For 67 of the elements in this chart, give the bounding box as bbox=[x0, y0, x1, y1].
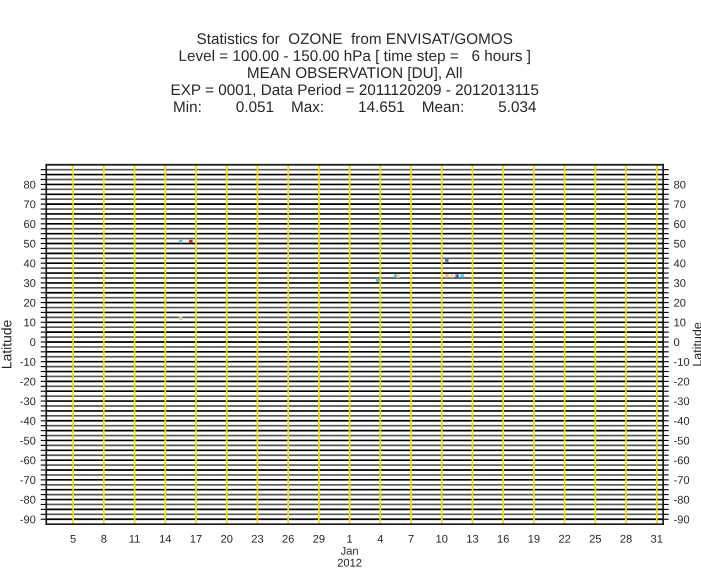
y-tick-label: 50 bbox=[24, 240, 36, 248]
y-tick-label: 30 bbox=[24, 279, 36, 288]
y2-tick-label: 20 bbox=[674, 298, 686, 307]
chart-title: Statistics for OZONE from ENVISAT/GOMOS Level = 100.00 - 150.00 hPa [ time step = 6 hours ] MEAN OBSERVATION [DU], All EXP = 0001, Data Period = 2011120209 - 2012013115 Min: 0.051 Max: 14.651 Mean: 5.034 bbox=[172, 32, 538, 112]
y2-tick-label: 0 bbox=[674, 338, 680, 346]
y2-tick-label: 10 bbox=[674, 318, 686, 326]
y2-tick-label: -70 bbox=[674, 476, 690, 484]
y-tick-label: -70 bbox=[20, 476, 36, 484]
y2-tick-label: 40 bbox=[674, 259, 686, 268]
point bbox=[376, 278, 380, 282]
y2-tick-label: 50 bbox=[674, 240, 686, 248]
x-tick-label: 8 bbox=[101, 534, 106, 543]
y-tick-label: 80 bbox=[24, 180, 36, 189]
y2-tick-label: -10 bbox=[674, 358, 690, 366]
point bbox=[178, 240, 182, 244]
point bbox=[178, 316, 182, 320]
x-tick-label: 4 bbox=[377, 534, 384, 543]
x-tick-label: 11 bbox=[130, 534, 140, 543]
y-tick-label: -80 bbox=[20, 496, 36, 504]
point bbox=[189, 240, 193, 244]
y-tick-label: -60 bbox=[20, 456, 36, 464]
x-tick-label: 22 bbox=[558, 534, 570, 543]
y2-tick-label: -90 bbox=[674, 516, 690, 524]
x-tick-label: 16 bbox=[498, 534, 509, 543]
y2-tick-label: -60 bbox=[674, 456, 690, 464]
x-tick-label: 23 bbox=[252, 534, 264, 543]
y-tick-label: 60 bbox=[24, 220, 36, 228]
point bbox=[460, 274, 464, 278]
y2-tick-label: -80 bbox=[674, 496, 690, 504]
y2-tick-label: -50 bbox=[674, 436, 690, 445]
y-tick-label: 20 bbox=[24, 298, 36, 307]
x-tick-label: 19 bbox=[528, 534, 540, 543]
y2-tick-label: -20 bbox=[674, 378, 690, 386]
y-axis-title: Latitude bbox=[1, 320, 12, 368]
x-tick-label: 20 bbox=[221, 534, 232, 543]
x-tick-label: 10 bbox=[436, 534, 448, 543]
y2-tick-label: 80 bbox=[674, 180, 686, 189]
y-tick-label: 0 bbox=[30, 338, 36, 346]
x-tick-label: 29 bbox=[313, 534, 325, 543]
y-tick-label: 70 bbox=[24, 200, 36, 208]
y-tick-label: -40 bbox=[20, 417, 36, 425]
y2-tick-label: 30 bbox=[674, 279, 686, 288]
y-tick-label: -10 bbox=[20, 358, 36, 366]
x-tick-label: 7 bbox=[408, 534, 414, 543]
y-tick-label: 10 bbox=[24, 318, 36, 326]
y-tick-label: -50 bbox=[20, 436, 36, 445]
y2-tick-label: -40 bbox=[674, 417, 690, 425]
y2-tick-label: 60 bbox=[674, 220, 686, 228]
point bbox=[445, 258, 449, 262]
point bbox=[455, 274, 459, 278]
x-tick-label: 17 bbox=[190, 534, 202, 543]
y2-tick-label: -30 bbox=[674, 397, 690, 406]
x-tick-label: 31 bbox=[650, 534, 662, 543]
x-tick-label: 14 bbox=[160, 534, 172, 543]
y-tick-label: 40 bbox=[24, 259, 36, 268]
y2-tick-label: 70 bbox=[674, 200, 686, 208]
point bbox=[396, 274, 400, 278]
x-tick-label: 28 bbox=[620, 534, 632, 543]
x-tick-label: 26 bbox=[282, 534, 294, 543]
x-tick-label: 13 bbox=[467, 534, 478, 543]
x-tick-label: 25 bbox=[590, 534, 602, 543]
point bbox=[445, 274, 449, 278]
x-tick-label: 5 bbox=[70, 534, 76, 543]
y-tick-label: -30 bbox=[20, 397, 36, 406]
y-tick-label: -20 bbox=[20, 378, 36, 386]
x-tick-label: 1 Jan 2012 bbox=[338, 534, 362, 567]
y-tick-label: -90 bbox=[20, 516, 36, 524]
